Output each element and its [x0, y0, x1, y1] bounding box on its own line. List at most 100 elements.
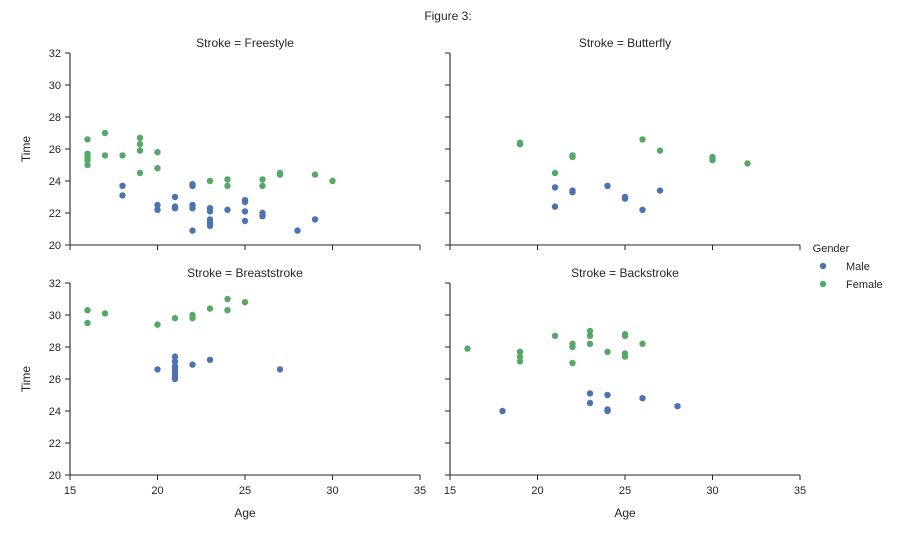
data-point-male — [241, 198, 249, 205]
x-tick-label: 20 — [151, 485, 163, 497]
series-female — [84, 129, 336, 189]
x-tick-label: 25 — [239, 485, 251, 497]
data-point-female — [136, 141, 144, 148]
y-tick-label: 22 — [49, 208, 61, 220]
data-point-female — [516, 141, 524, 148]
series-female — [464, 327, 646, 367]
y-tick-label: 24 — [49, 176, 61, 188]
y-axis-label: Time — [19, 136, 33, 163]
panel-1: Stroke = Freestyle 20 22 24 26 28 30 32 Time — [19, 36, 421, 252]
data-point-female — [224, 307, 231, 314]
data-point-female — [621, 332, 629, 339]
x-tick-label: 20 — [531, 485, 543, 497]
data-point-male — [171, 375, 179, 383]
data-point-male — [586, 390, 594, 397]
data-point-female — [136, 169, 144, 177]
x-axis-label: Age — [614, 506, 636, 520]
data-point-male — [171, 358, 179, 365]
y-tick-label: 28 — [49, 112, 61, 124]
data-point-male — [189, 227, 196, 234]
data-point-male — [259, 213, 266, 220]
data-point-female — [516, 358, 524, 365]
data-point-female — [604, 348, 611, 355]
data-point-female — [84, 136, 91, 143]
y-tick-label: 20 — [49, 240, 61, 252]
data-point-female — [171, 315, 179, 322]
data-point-male — [154, 366, 161, 373]
series-male — [119, 181, 319, 234]
data-point-female — [656, 147, 664, 154]
y-tick-label: 32 — [49, 48, 61, 60]
series-female — [84, 295, 249, 328]
data-point-female — [551, 332, 559, 339]
data-point-male — [119, 192, 126, 199]
data-point-male — [189, 182, 196, 189]
data-point-male — [276, 366, 284, 373]
x-tick-label: 25 — [619, 485, 631, 497]
data-point-male — [154, 201, 161, 209]
data-point-male — [171, 353, 179, 360]
legend-label-female: Female — [846, 279, 883, 291]
series-female — [516, 136, 751, 177]
data-point-male — [604, 407, 611, 415]
data-point-male — [119, 182, 126, 189]
data-point-female — [101, 129, 109, 137]
y-tick-label: 22 — [49, 438, 61, 450]
data-point-female — [241, 299, 249, 306]
data-point-female — [551, 169, 559, 177]
data-point-male — [206, 222, 214, 229]
data-point-male — [604, 391, 611, 399]
data-point-male — [551, 184, 559, 191]
data-point-female — [154, 165, 161, 172]
series-male — [499, 390, 681, 415]
legend-title: Gender — [813, 243, 850, 255]
panel-2: Stroke = Butterfly — [445, 36, 801, 250]
data-point-female — [84, 307, 91, 314]
data-point-male — [171, 193, 179, 201]
data-point-female — [586, 327, 594, 335]
legend-marker-male — [819, 262, 827, 270]
data-point-female — [101, 152, 109, 159]
panel-4: Stroke = Backstroke 15 20 25 30 35 Age — [444, 266, 806, 520]
x-tick-label: 35 — [794, 485, 806, 497]
data-point-male — [499, 407, 506, 415]
data-point-female — [224, 176, 231, 183]
data-point-female — [224, 295, 231, 303]
data-point-female — [516, 348, 524, 355]
data-point-male — [674, 403, 681, 410]
data-point-female — [259, 182, 266, 189]
y-axis-label: Time — [19, 366, 33, 393]
data-point-female — [259, 176, 266, 183]
y-tick-label: 24 — [49, 406, 61, 418]
series-male — [154, 353, 284, 383]
data-point-male — [189, 361, 196, 368]
data-point-female — [639, 136, 646, 143]
figure-title: Figure 3: — [424, 9, 471, 23]
data-point-female — [276, 171, 284, 178]
data-point-female — [84, 157, 91, 164]
y-tick-label: 28 — [49, 342, 61, 354]
data-point-male — [569, 189, 576, 196]
data-point-female — [84, 319, 91, 327]
panel-title: Stroke = Freestyle — [196, 36, 294, 50]
data-point-male — [311, 216, 319, 223]
x-tick-label: 35 — [414, 485, 426, 497]
data-point-female — [569, 343, 576, 351]
data-point-male — [224, 206, 231, 213]
x-axis-label: Age — [234, 506, 256, 520]
y-tick-label: 32 — [49, 278, 61, 290]
data-point-female — [206, 305, 214, 312]
data-point-male — [639, 206, 646, 213]
panel-title: Stroke = Butterfly — [579, 36, 671, 50]
data-point-female — [569, 359, 576, 367]
data-point-male — [189, 205, 196, 212]
data-point-male — [206, 208, 214, 215]
panel-title: Stroke = Breaststroke — [187, 266, 303, 280]
data-point-female — [311, 171, 319, 178]
legend-marker-female — [819, 280, 827, 288]
data-point-male — [241, 208, 249, 215]
data-point-female — [189, 315, 196, 322]
data-point-female — [119, 152, 126, 159]
